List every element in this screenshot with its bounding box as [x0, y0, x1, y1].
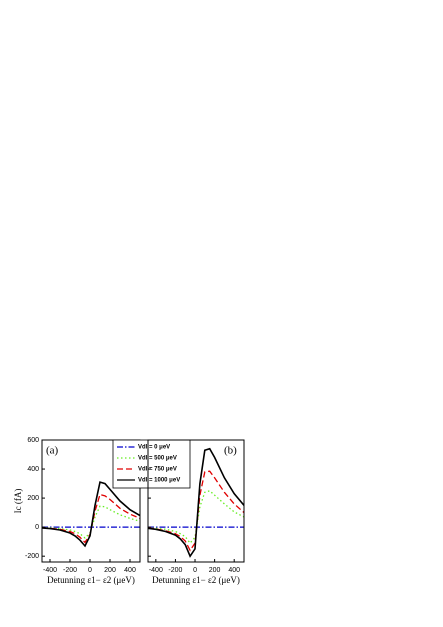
data-line — [42, 481, 140, 548]
x-axis-label: Detunning ε1− ε2 (μeV) — [152, 575, 240, 585]
data-line — [42, 493, 140, 544]
data-line — [148, 490, 244, 545]
x-tick-label: 200 — [104, 567, 116, 574]
x-tick-label: -200 — [168, 567, 182, 574]
y-axis-label: Ic (fA) — [13, 489, 23, 514]
plot-frame — [41, 439, 141, 563]
x-tick-label: -200 — [63, 567, 77, 574]
plot-frame — [147, 439, 245, 563]
y-tick-label: -200 — [25, 553, 39, 560]
x-tick-label: -400 — [43, 567, 57, 574]
legend-label: Vdl = 1000 μeV — [138, 478, 180, 484]
data-line — [148, 447, 244, 558]
legend-label: Vdl = 750 μeV — [138, 467, 177, 473]
x-tick-label: 400 — [124, 567, 136, 574]
y-tick-label: 400 — [27, 466, 39, 473]
x-tick-label: 400 — [228, 567, 240, 574]
x-tick-label: 0 — [193, 567, 197, 574]
x-tick-label: -400 — [149, 567, 163, 574]
y-tick-label: 200 — [27, 495, 39, 502]
x-tick-label: 200 — [209, 567, 221, 574]
panel-label: (a) — [46, 445, 59, 457]
legend-label: Vdl = 0 μeV — [138, 445, 170, 451]
x-axis-label: Detunning ε1− ε2 (μeV) — [47, 575, 135, 585]
y-tick-label: 600 — [27, 437, 39, 444]
y-tick-label: 0 — [35, 524, 39, 531]
x-tick-label: 0 — [88, 567, 92, 574]
panel-label: (b) — [224, 445, 237, 457]
legend-label: Vdl = 500 μeV — [138, 456, 177, 462]
